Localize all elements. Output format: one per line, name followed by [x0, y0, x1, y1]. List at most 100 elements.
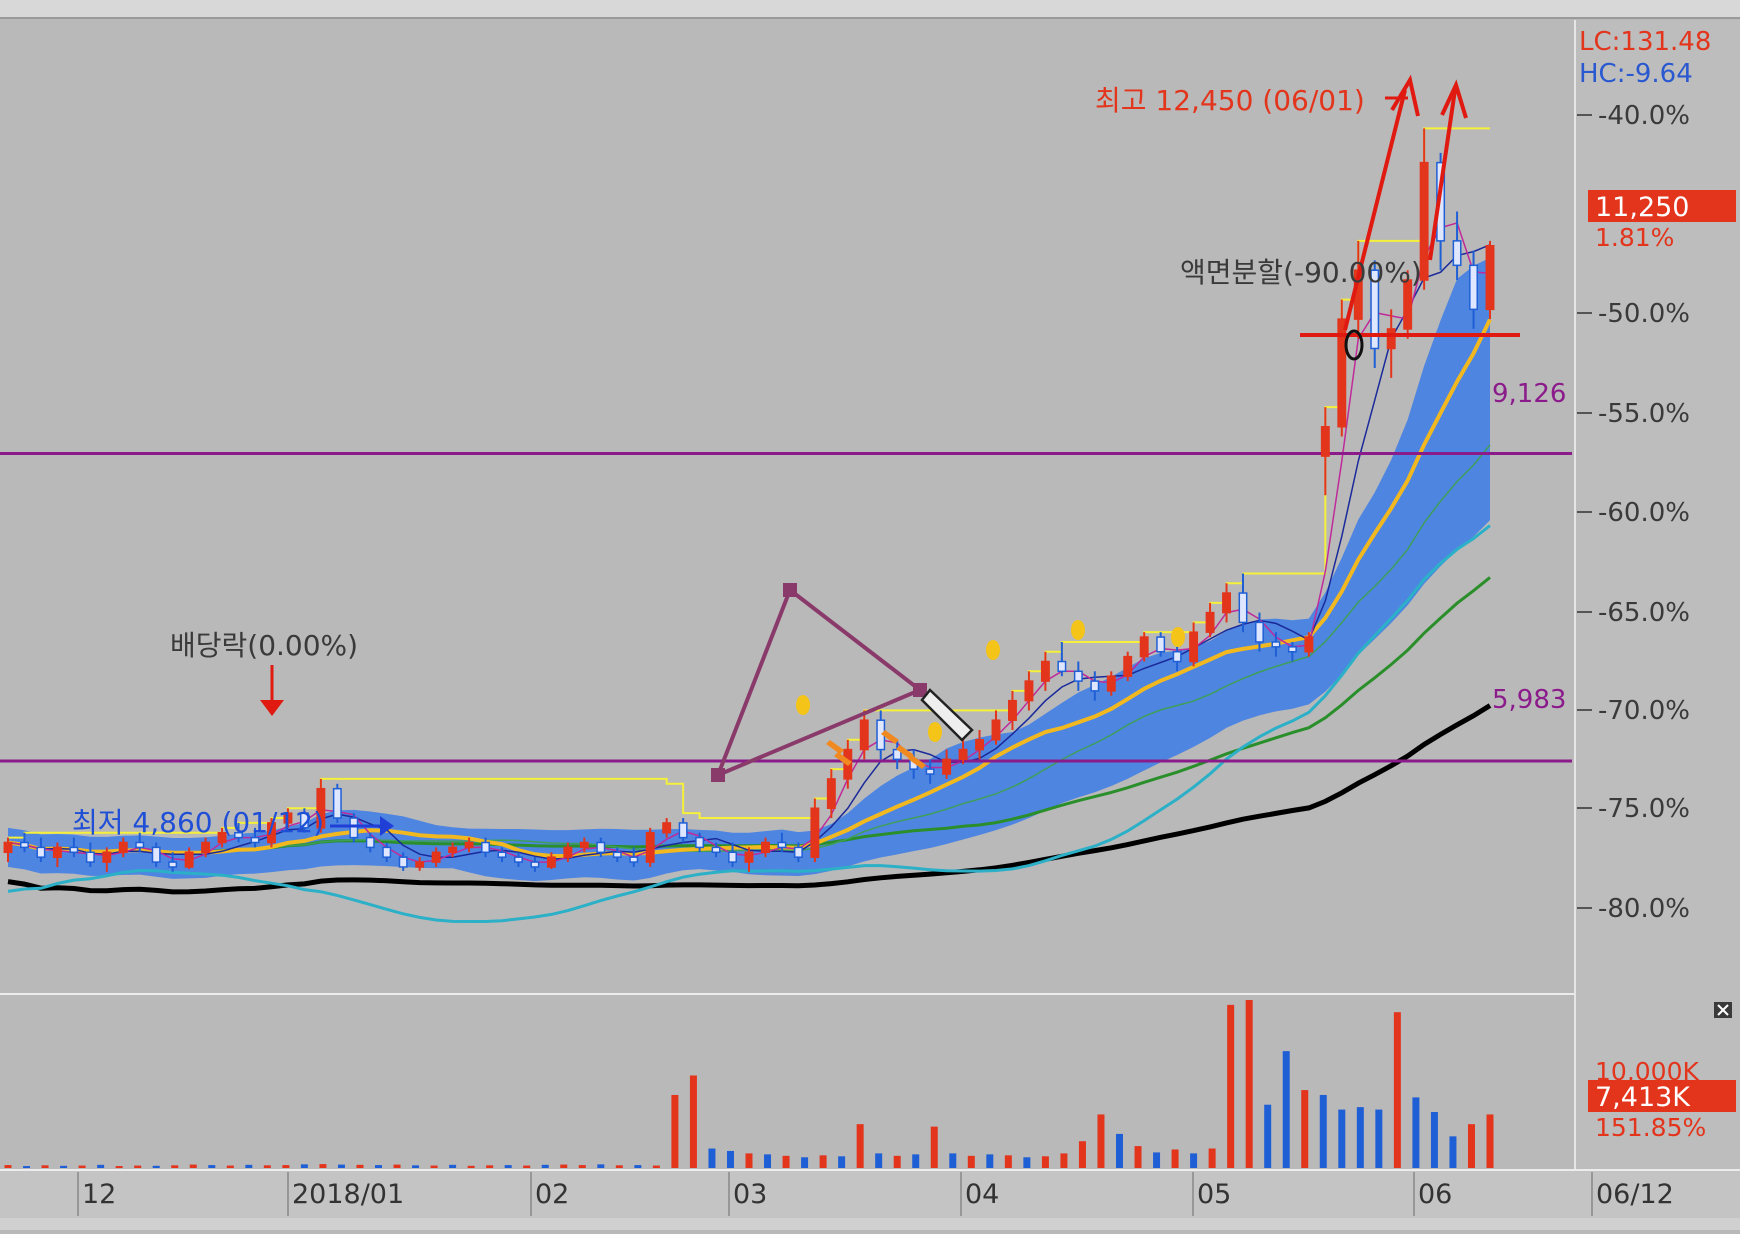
- candle[interactable]: [1304, 632, 1314, 657]
- triangle-handle[interactable]: [711, 768, 725, 782]
- candle[interactable]: [958, 739, 968, 765]
- candle[interactable]: [579, 837, 589, 853]
- candle[interactable]: [1320, 407, 1330, 496]
- candle[interactable]: [102, 847, 112, 872]
- candle[interactable]: [497, 847, 507, 863]
- candle[interactable]: [514, 852, 523, 867]
- candle[interactable]: [481, 837, 490, 858]
- candle[interactable]: [85, 842, 95, 867]
- candle[interactable]: [464, 837, 474, 853]
- candle[interactable]: [332, 783, 342, 823]
- candle[interactable]: [52, 842, 62, 867]
- candle[interactable]: [234, 822, 243, 843]
- close-icon[interactable]: [1714, 1002, 1732, 1018]
- candle-body: [299, 812, 309, 829]
- candle[interactable]: [645, 827, 655, 867]
- candle[interactable]: [135, 832, 145, 853]
- candle[interactable]: [1106, 671, 1116, 696]
- candle[interactable]: [678, 818, 688, 843]
- candle[interactable]: [1205, 602, 1215, 638]
- candle[interactable]: [744, 847, 754, 872]
- candle[interactable]: [431, 847, 441, 867]
- candle[interactable]: [36, 837, 46, 863]
- candle[interactable]: [1123, 651, 1133, 682]
- candle[interactable]: [1222, 583, 1231, 623]
- candle[interactable]: [596, 837, 606, 858]
- candle[interactable]: [69, 837, 79, 858]
- candle[interactable]: [546, 852, 556, 869]
- candle[interactable]: [1040, 651, 1050, 691]
- candle[interactable]: [826, 769, 836, 819]
- time-tick-label: 2018/01: [292, 1179, 404, 1210]
- candle[interactable]: [1271, 632, 1281, 657]
- candle[interactable]: [448, 842, 458, 858]
- candle[interactable]: [1024, 671, 1034, 711]
- candle[interactable]: [530, 857, 540, 872]
- candle[interactable]: [1469, 250, 1478, 329]
- candle[interactable]: [168, 852, 178, 872]
- triangle-handle[interactable]: [783, 583, 797, 597]
- candle[interactable]: [925, 759, 935, 784]
- candle[interactable]: [991, 710, 1001, 745]
- volume-bar: [523, 1165, 531, 1168]
- candle-body: [629, 856, 639, 863]
- candle[interactable]: [415, 857, 425, 871]
- candle[interactable]: [1370, 260, 1380, 369]
- candle[interactable]: [975, 730, 984, 760]
- candle[interactable]: [942, 749, 952, 779]
- candle[interactable]: [20, 832, 29, 853]
- candle[interactable]: [695, 832, 705, 853]
- candle[interactable]: [398, 852, 408, 871]
- candle[interactable]: [563, 842, 573, 863]
- candle[interactable]: [365, 832, 375, 853]
- candle[interactable]: [629, 847, 639, 867]
- volume-bar: [1208, 1148, 1216, 1168]
- candle[interactable]: [3, 837, 13, 863]
- candle[interactable]: [1172, 646, 1182, 672]
- candle[interactable]: [777, 832, 787, 853]
- candle[interactable]: [316, 778, 326, 833]
- candle[interactable]: [1057, 641, 1067, 677]
- candle[interactable]: [1073, 661, 1083, 691]
- candle[interactable]: [761, 837, 770, 858]
- candle[interactable]: [1139, 632, 1149, 662]
- candle[interactable]: [1403, 270, 1413, 339]
- candle[interactable]: [201, 837, 211, 858]
- volume-bar: [875, 1153, 883, 1168]
- volume-pane[interactable]: [0, 995, 1575, 1170]
- candle[interactable]: [382, 842, 392, 863]
- candle[interactable]: [662, 818, 672, 838]
- candle[interactable]: [250, 827, 260, 848]
- volume-bar: [1301, 1090, 1309, 1168]
- candle[interactable]: [1255, 612, 1264, 652]
- candle[interactable]: [1337, 299, 1347, 437]
- signal-arrow: [896, 745, 914, 759]
- candle[interactable]: [1386, 309, 1396, 378]
- candle[interactable]: [1485, 240, 1495, 320]
- candle[interactable]: [217, 827, 227, 848]
- candle[interactable]: [118, 837, 128, 858]
- candle[interactable]: [267, 818, 276, 848]
- candle[interactable]: [1452, 211, 1462, 280]
- candle[interactable]: [1238, 573, 1248, 633]
- candle[interactable]: [299, 808, 309, 833]
- candle[interactable]: [184, 847, 194, 869]
- triangle-handle[interactable]: [913, 683, 927, 697]
- candle[interactable]: [1090, 671, 1100, 701]
- candle[interactable]: [711, 842, 721, 858]
- candle[interactable]: [728, 842, 737, 867]
- candle[interactable]: [1156, 632, 1166, 657]
- candle[interactable]: [859, 710, 869, 760]
- candle[interactable]: [612, 847, 622, 863]
- candle[interactable]: [1419, 128, 1429, 290]
- candle[interactable]: [1189, 622, 1199, 667]
- candle[interactable]: [1287, 641, 1297, 662]
- candle[interactable]: [349, 813, 359, 843]
- candle[interactable]: [793, 842, 803, 863]
- candle[interactable]: [1008, 690, 1017, 730]
- candle[interactable]: [283, 808, 293, 828]
- candle-body: [398, 856, 408, 868]
- candle[interactable]: [151, 842, 161, 867]
- candle[interactable]: [810, 798, 820, 863]
